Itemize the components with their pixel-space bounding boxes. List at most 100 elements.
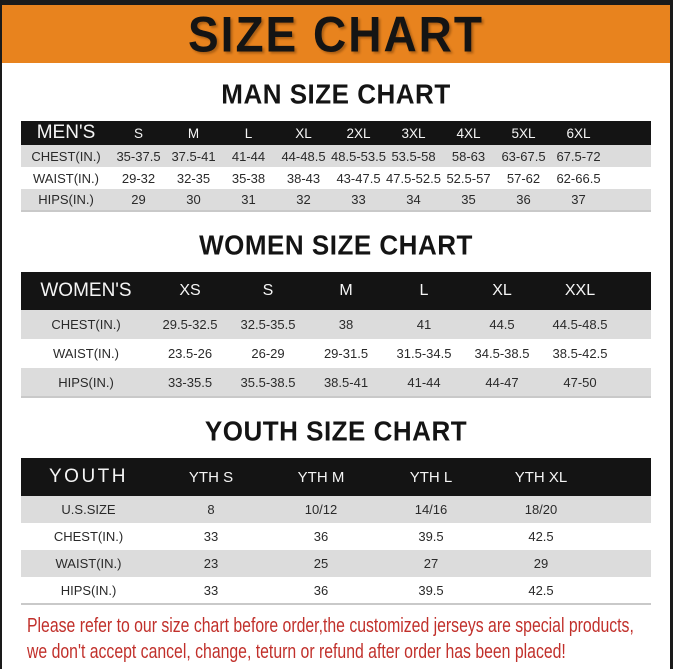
page-title: SIZE CHART: [188, 5, 484, 63]
size-cell: 47.5-52.5: [386, 170, 441, 186]
size-cell: 39.5: [418, 582, 444, 598]
size-cell: 42.5: [528, 529, 554, 544]
women-size-table: WOMEN'S XS S M L XL XXL CHEST(IN.) 29.5-…: [21, 272, 651, 398]
size-cell: 57-62: [506, 170, 541, 186]
size-cell: 25: [313, 556, 329, 571]
size-cell: 38.5-41: [323, 374, 369, 390]
size-cell: 32: [296, 192, 311, 207]
table-row: HIPS(IN.) 29 30 31 32 33 34 35 36 37: [21, 189, 651, 211]
spacer-cell: [596, 523, 651, 550]
spacer-cell: [606, 167, 651, 189]
men-table-label: MEN'S: [36, 122, 96, 143]
size-cell: 31.5-34.5: [396, 346, 452, 361]
size-cell: 36: [516, 192, 531, 207]
size-cell: 29-31.5: [323, 346, 369, 361]
order-notice-line-2: we don't accept cancel, change, teturn o…: [27, 641, 566, 663]
size-cell: 8: [207, 502, 215, 517]
table-row: U.S.SIZE 8 10/12 14/16 18/20: [21, 496, 651, 523]
size-cell: 52.5-57: [446, 170, 491, 186]
column-header: 4XL: [456, 125, 481, 141]
size-cell: 29.5-32.5: [162, 317, 218, 332]
size-cell: 38: [338, 317, 354, 332]
column-header: YTH M: [297, 468, 345, 486]
size-cell: 38.5-42.5: [552, 346, 608, 361]
size-cell: 18/20: [524, 502, 558, 517]
column-header: 5XL: [511, 125, 536, 141]
women-table-label: WOMEN'S: [40, 280, 132, 301]
column-header: 3XL: [401, 125, 426, 141]
spacer-cell: [619, 272, 651, 310]
column-header: 2XL: [346, 125, 371, 141]
row-label: HIPS(IN.): [60, 582, 117, 598]
column-header: YTH S: [188, 468, 234, 486]
spacer-cell: [596, 458, 651, 496]
column-header: XL: [492, 282, 512, 299]
youth-header-row: YOUTH YTH S YTH M YTH L YTH XL: [21, 458, 651, 496]
order-notice-line-1: Please refer to our size chart before or…: [27, 615, 634, 637]
size-cell: 47-50: [563, 374, 597, 390]
row-label: WAIST(IN.): [33, 170, 99, 186]
column-header: M: [339, 282, 353, 299]
size-cell: 34.5-38.5: [474, 346, 530, 361]
column-header: YTH XL: [514, 468, 568, 486]
size-cell: 44.5: [489, 317, 515, 332]
spacer-cell: [619, 310, 651, 339]
column-header: L: [244, 125, 253, 141]
size-cell: 48.5-53.5: [331, 148, 386, 164]
spacer-cell: [619, 368, 651, 397]
size-cell: 31: [241, 192, 256, 207]
table-row: WAIST(IN.) 23.5-26 26-29 29-31.5 31.5-34…: [21, 339, 651, 368]
size-cell: 63-67.5: [501, 148, 546, 164]
column-header: XS: [179, 282, 201, 299]
women-header-row: WOMEN'S XS S M L XL XXL: [21, 272, 651, 310]
column-header: XL: [295, 125, 312, 141]
row-label: HIPS(IN.): [38, 192, 94, 207]
spacer-cell: [596, 550, 651, 577]
table-row: CHEST(IN.) 29.5-32.5 32.5-35.5 38 41 44.…: [21, 310, 651, 339]
youth-size-table: YOUTH YTH S YTH M YTH L YTH XL U.S.SIZE …: [21, 458, 651, 605]
size-cell: 35-37.5: [116, 148, 161, 164]
size-cell: 35-38: [231, 170, 266, 186]
banner: SIZE CHART: [2, 5, 670, 63]
table-row: CHEST(IN.) 35-37.5 37.5-41 41-44 44-48.5…: [21, 145, 651, 167]
size-cell: 41-44: [407, 374, 441, 390]
size-cell: 41: [416, 317, 432, 332]
size-cell: 29: [533, 556, 549, 571]
size-cell: 33-35.5: [167, 374, 213, 390]
size-cell: 67.5-72: [556, 148, 601, 164]
size-cell: 53.5-58: [391, 148, 436, 164]
size-cell: 58-63: [451, 148, 486, 164]
size-cell: 29-32: [121, 170, 156, 186]
men-size-table: MEN'S S M L XL 2XL 3XL 4XL 5XL 6XL CHEST…: [21, 121, 651, 212]
size-cell: 30: [186, 192, 201, 207]
size-cell: 35.5-38.5: [240, 374, 296, 390]
size-cell: 33: [203, 529, 219, 544]
order-notice: Please refer to our size chart before or…: [2, 613, 670, 665]
column-header: S: [262, 282, 274, 299]
size-cell: 36: [313, 529, 329, 544]
men-header-row: MEN'S S M L XL 2XL 3XL 4XL 5XL 6XL: [21, 121, 651, 145]
size-cell: 23.5-26: [167, 346, 213, 361]
size-cell: 14/16: [414, 502, 448, 517]
size-cell: 27: [423, 556, 439, 571]
spacer-cell: [606, 145, 651, 167]
size-cell: 34: [406, 192, 421, 207]
size-cell: 62-66.5: [556, 170, 601, 186]
size-cell: 37: [571, 192, 586, 207]
youth-section-heading: YOUTH SIZE CHART: [204, 415, 468, 447]
column-header: XXL: [564, 282, 596, 299]
size-cell: 42.5: [528, 582, 554, 598]
size-cell: 23: [203, 556, 219, 571]
youth-table-label: YOUTH: [49, 466, 128, 487]
spacer-cell: [606, 189, 651, 211]
table-row: WAIST(IN.) 23 25 27 29: [21, 550, 651, 577]
spacer-cell: [596, 577, 651, 604]
row-label: WAIST(IN.): [53, 346, 119, 361]
size-cell: 38-43: [286, 170, 321, 186]
size-cell: 33: [351, 192, 366, 207]
size-cell: 32.5-35.5: [240, 317, 296, 332]
spacer-cell: [619, 339, 651, 368]
spacer-cell: [596, 496, 651, 523]
table-row: HIPS(IN.) 33 36 39.5 42.5: [21, 577, 651, 604]
